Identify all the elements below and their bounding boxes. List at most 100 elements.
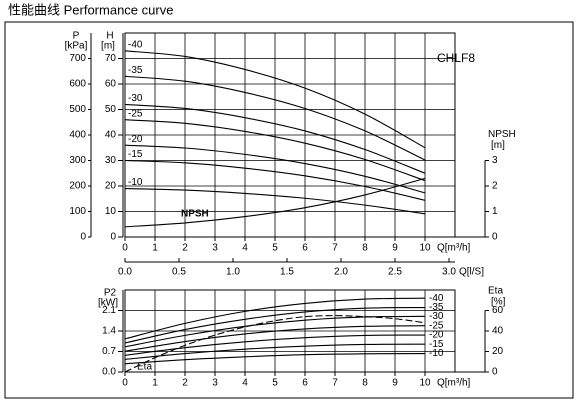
y2-tick-label: 0 <box>492 232 498 243</box>
curve <box>124 297 426 340</box>
x-tick-label: 10 <box>419 243 431 254</box>
x2-tick-label: 2.5 <box>388 267 402 278</box>
series-label: -25 <box>429 320 444 331</box>
series-label: -30 <box>429 311 444 322</box>
y-tick-label: 0.0 <box>102 367 116 378</box>
x-tick-label: 4 <box>242 243 248 254</box>
y-tick-label: 50 <box>105 104 117 115</box>
curve <box>124 307 426 344</box>
y-tick-label: 10 <box>105 206 117 217</box>
y-axis-label: [kW] <box>98 298 118 309</box>
y2-axis-label: [m] <box>491 140 505 151</box>
series-label: -30 <box>128 93 143 104</box>
series-label: -15 <box>429 339 444 350</box>
curve <box>124 353 426 365</box>
series-label: -20 <box>128 134 143 145</box>
y2-tick-label: 2 <box>492 181 498 192</box>
series-label: -10 <box>128 177 143 188</box>
y-tick-label: 30 <box>105 155 117 166</box>
x-tick-label: 2 <box>182 243 188 254</box>
y2-axis-label: NPSH <box>488 129 516 140</box>
curve <box>124 325 426 352</box>
x2-tick-label: 0.0 <box>118 267 132 278</box>
y-tick-label: 60 <box>105 79 117 90</box>
x-tick-label: 5 <box>272 243 278 254</box>
y-tick-label: 40 <box>105 130 117 141</box>
x-tick-label: 0 <box>122 243 128 254</box>
y-axis-label: H <box>106 31 113 42</box>
x2-tick-label: 3.0 <box>442 267 456 278</box>
p-tick-label: 600 <box>69 79 86 90</box>
series-label: -25 <box>128 108 143 119</box>
curve <box>124 50 426 149</box>
x-tick-label: 2 <box>182 378 188 389</box>
y2-tick-label: 40 <box>492 326 504 337</box>
series-label: -40 <box>128 39 143 50</box>
y2-axis-label: Eta <box>488 286 503 297</box>
curve <box>124 144 426 194</box>
x-tick-label: 7 <box>332 243 338 254</box>
x-axis-label: Q[m³/h] <box>437 243 471 254</box>
x-tick-label: 8 <box>362 378 368 389</box>
series-label: Eta <box>137 362 152 373</box>
series-label: -35 <box>128 65 143 76</box>
series-label: NPSH <box>181 209 209 220</box>
p-tick-label: 200 <box>69 181 86 192</box>
x-tick-label: 6 <box>302 243 308 254</box>
x-tick-label: 5 <box>272 378 278 389</box>
series-label: -10 <box>429 348 444 359</box>
p-tick-label: 500 <box>69 104 86 115</box>
x2-tick-label: 0.5 <box>172 267 186 278</box>
curve <box>124 188 426 215</box>
secondary-curve <box>124 315 426 373</box>
chart-title: 性能曲线 Performance curve <box>8 2 173 17</box>
p-axis-label: [kPa] <box>65 41 88 52</box>
x2-tick-label: 2.0 <box>334 267 348 278</box>
p-tick-label: 700 <box>69 53 86 64</box>
x-tick-label: 9 <box>392 243 398 254</box>
series-label: -40 <box>429 293 444 304</box>
x-tick-label: 0 <box>122 378 128 389</box>
y-tick-label: 0 <box>110 232 116 243</box>
model-label: CHLF8 <box>437 51 475 65</box>
y-tick-label: 2.1 <box>102 305 116 316</box>
y-tick-label: 1.4 <box>102 326 116 337</box>
x-tick-label: 3 <box>212 378 218 389</box>
curve <box>124 119 426 182</box>
y-tick-label: 20 <box>105 181 117 192</box>
y2-tick-label: 0 <box>492 367 498 378</box>
curve <box>124 103 426 174</box>
p-axis-label: P <box>73 31 80 42</box>
y2-tick-label: 60 <box>492 305 504 316</box>
p-tick-label: 400 <box>69 130 86 141</box>
secondary-curve <box>124 177 426 228</box>
y2-tick-label: 1 <box>492 206 498 217</box>
x-tick-label: 1 <box>152 243 158 254</box>
y2-axis-label: [%] <box>491 297 506 308</box>
series-label: -20 <box>429 330 444 341</box>
x2-tick-label: 1.0 <box>226 267 240 278</box>
curve <box>124 75 426 161</box>
x-tick-label: 6 <box>302 378 308 389</box>
x-tick-label: 1 <box>152 378 158 389</box>
p-tick-label: 300 <box>69 155 86 166</box>
y-axis-label: P2 <box>104 288 117 299</box>
series-label: -15 <box>128 149 143 160</box>
x-tick-label: 4 <box>242 378 248 389</box>
curve <box>124 334 426 356</box>
series-label: -35 <box>429 302 444 313</box>
x-tick-label: 7 <box>332 378 338 389</box>
x-tick-label: 3 <box>212 243 218 254</box>
x-tick-label: 9 <box>392 378 398 389</box>
y-tick-label: 0.7 <box>102 346 116 357</box>
curve <box>124 343 426 360</box>
y2-tick-label: 20 <box>492 346 504 357</box>
y-axis-label: [m] <box>101 41 115 52</box>
x-tick-label: 10 <box>419 378 431 389</box>
outer-frame <box>4 21 574 399</box>
y-tick-label: 70 <box>105 53 117 64</box>
x2-tick-label: 1.5 <box>280 267 294 278</box>
x-axis-label: Q[m³/h] <box>437 378 471 389</box>
p-tick-label: 100 <box>69 206 86 217</box>
